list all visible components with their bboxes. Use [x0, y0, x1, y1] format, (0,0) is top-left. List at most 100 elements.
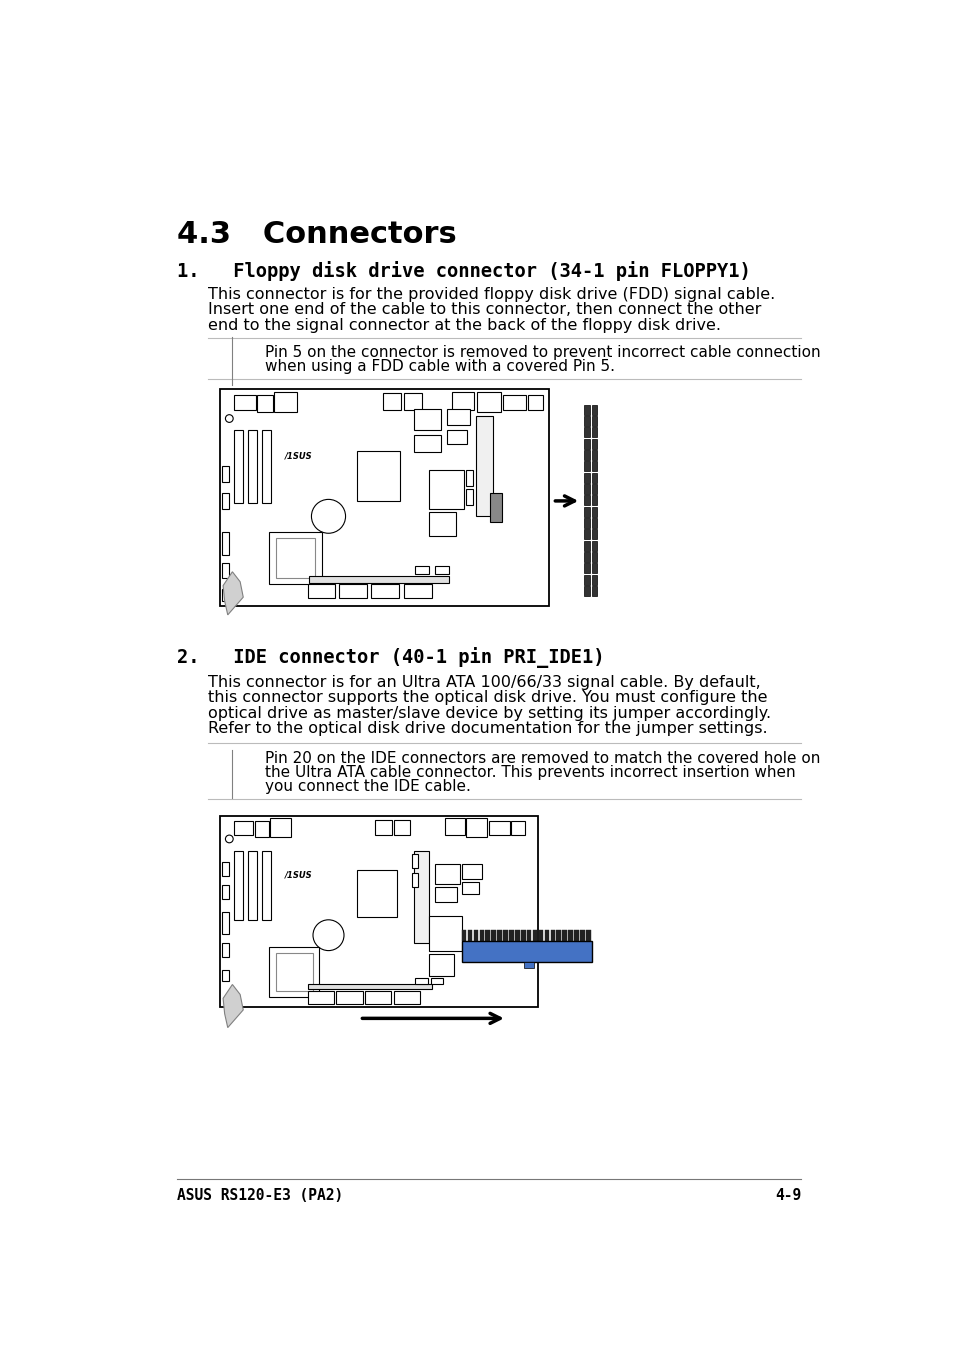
- Bar: [269, 532, 321, 584]
- Bar: [222, 493, 229, 508]
- Bar: [261, 851, 271, 920]
- Bar: [556, 929, 560, 940]
- Bar: [479, 929, 483, 940]
- Bar: [412, 873, 418, 886]
- Bar: [461, 929, 466, 940]
- Bar: [222, 943, 229, 957]
- Polygon shape: [223, 985, 243, 1028]
- Bar: [233, 394, 255, 411]
- Text: optical drive as master/slave device by setting its jumper accordingly.: optical drive as master/slave device by …: [208, 705, 771, 720]
- Bar: [309, 577, 448, 582]
- Bar: [592, 416, 597, 426]
- Bar: [414, 408, 440, 430]
- Bar: [307, 992, 334, 1004]
- Text: Pin 20 on the IDE connectors are removed to match the covered hole on: Pin 20 on the IDE connectors are removed…: [265, 751, 820, 766]
- Bar: [583, 450, 589, 461]
- Bar: [583, 473, 589, 482]
- Bar: [356, 451, 399, 501]
- Bar: [585, 929, 590, 940]
- Bar: [222, 862, 229, 875]
- Bar: [222, 562, 229, 578]
- Bar: [371, 584, 398, 598]
- Bar: [485, 929, 490, 940]
- Bar: [269, 947, 319, 997]
- Bar: [415, 978, 427, 985]
- Bar: [466, 489, 472, 505]
- Bar: [583, 427, 589, 438]
- Text: Pin 5 on the connector is removed to prevent incorrect cable connection: Pin 5 on the connector is removed to pre…: [265, 346, 820, 361]
- Bar: [444, 819, 464, 835]
- Bar: [527, 394, 542, 411]
- Bar: [592, 484, 597, 494]
- Bar: [467, 929, 472, 940]
- Circle shape: [225, 835, 233, 843]
- Bar: [592, 517, 597, 528]
- Text: This connector is for an Ultra ATA 100/66/33 signal cable. By default,: This connector is for an Ultra ATA 100/6…: [208, 676, 760, 690]
- Bar: [275, 952, 313, 992]
- Bar: [583, 530, 589, 539]
- Bar: [461, 882, 478, 894]
- Bar: [452, 392, 474, 411]
- Bar: [592, 450, 597, 461]
- Bar: [222, 532, 229, 555]
- Bar: [233, 851, 243, 920]
- Bar: [592, 427, 597, 438]
- Bar: [429, 916, 461, 951]
- Bar: [382, 393, 401, 411]
- Bar: [533, 929, 537, 940]
- Bar: [511, 821, 525, 835]
- Bar: [524, 962, 533, 969]
- Bar: [466, 470, 472, 485]
- Bar: [488, 821, 509, 835]
- Bar: [270, 819, 291, 836]
- Bar: [583, 574, 589, 585]
- Bar: [592, 461, 597, 471]
- Text: this connector supports the optical disk drive. You must configure the: this connector supports the optical disk…: [208, 690, 767, 705]
- Bar: [497, 929, 501, 940]
- Bar: [222, 970, 229, 981]
- Circle shape: [313, 920, 344, 951]
- Bar: [592, 439, 597, 449]
- Text: /1SUS: /1SUS: [284, 870, 312, 880]
- Bar: [394, 992, 419, 1004]
- Text: end to the signal connector at the back of the floppy disk drive.: end to the signal connector at the back …: [208, 317, 720, 332]
- Bar: [335, 992, 362, 1004]
- Text: /1SUS: /1SUS: [284, 451, 312, 461]
- Bar: [583, 517, 589, 528]
- Bar: [592, 551, 597, 562]
- Bar: [261, 430, 271, 503]
- Bar: [583, 405, 589, 415]
- Text: the Ultra ATA cable connector. This prevents incorrect insertion when: the Ultra ATA cable connector. This prev…: [265, 765, 795, 780]
- Bar: [466, 819, 487, 836]
- Bar: [583, 439, 589, 449]
- Bar: [476, 416, 493, 516]
- Bar: [414, 851, 429, 943]
- Bar: [403, 584, 431, 598]
- Bar: [248, 430, 257, 503]
- Bar: [447, 430, 467, 444]
- Bar: [583, 540, 589, 551]
- Text: you connect the IDE cable.: you connect the IDE cable.: [265, 780, 471, 794]
- Text: 2.   IDE connector (40-1 pin PRI_IDE1): 2. IDE connector (40-1 pin PRI_IDE1): [177, 647, 604, 669]
- Bar: [222, 912, 229, 934]
- Bar: [489, 493, 501, 523]
- Bar: [356, 870, 397, 917]
- Bar: [502, 394, 525, 411]
- Bar: [435, 863, 459, 884]
- Bar: [257, 394, 273, 412]
- Bar: [568, 929, 573, 940]
- Bar: [414, 435, 440, 453]
- Bar: [583, 551, 589, 562]
- Bar: [429, 512, 456, 535]
- Bar: [592, 563, 597, 573]
- Bar: [544, 929, 549, 940]
- Bar: [583, 461, 589, 471]
- Bar: [583, 507, 589, 516]
- Bar: [274, 392, 297, 412]
- Bar: [592, 507, 597, 516]
- Bar: [502, 929, 507, 940]
- Bar: [429, 954, 454, 975]
- Bar: [583, 586, 589, 596]
- Bar: [476, 392, 500, 412]
- Bar: [583, 416, 589, 426]
